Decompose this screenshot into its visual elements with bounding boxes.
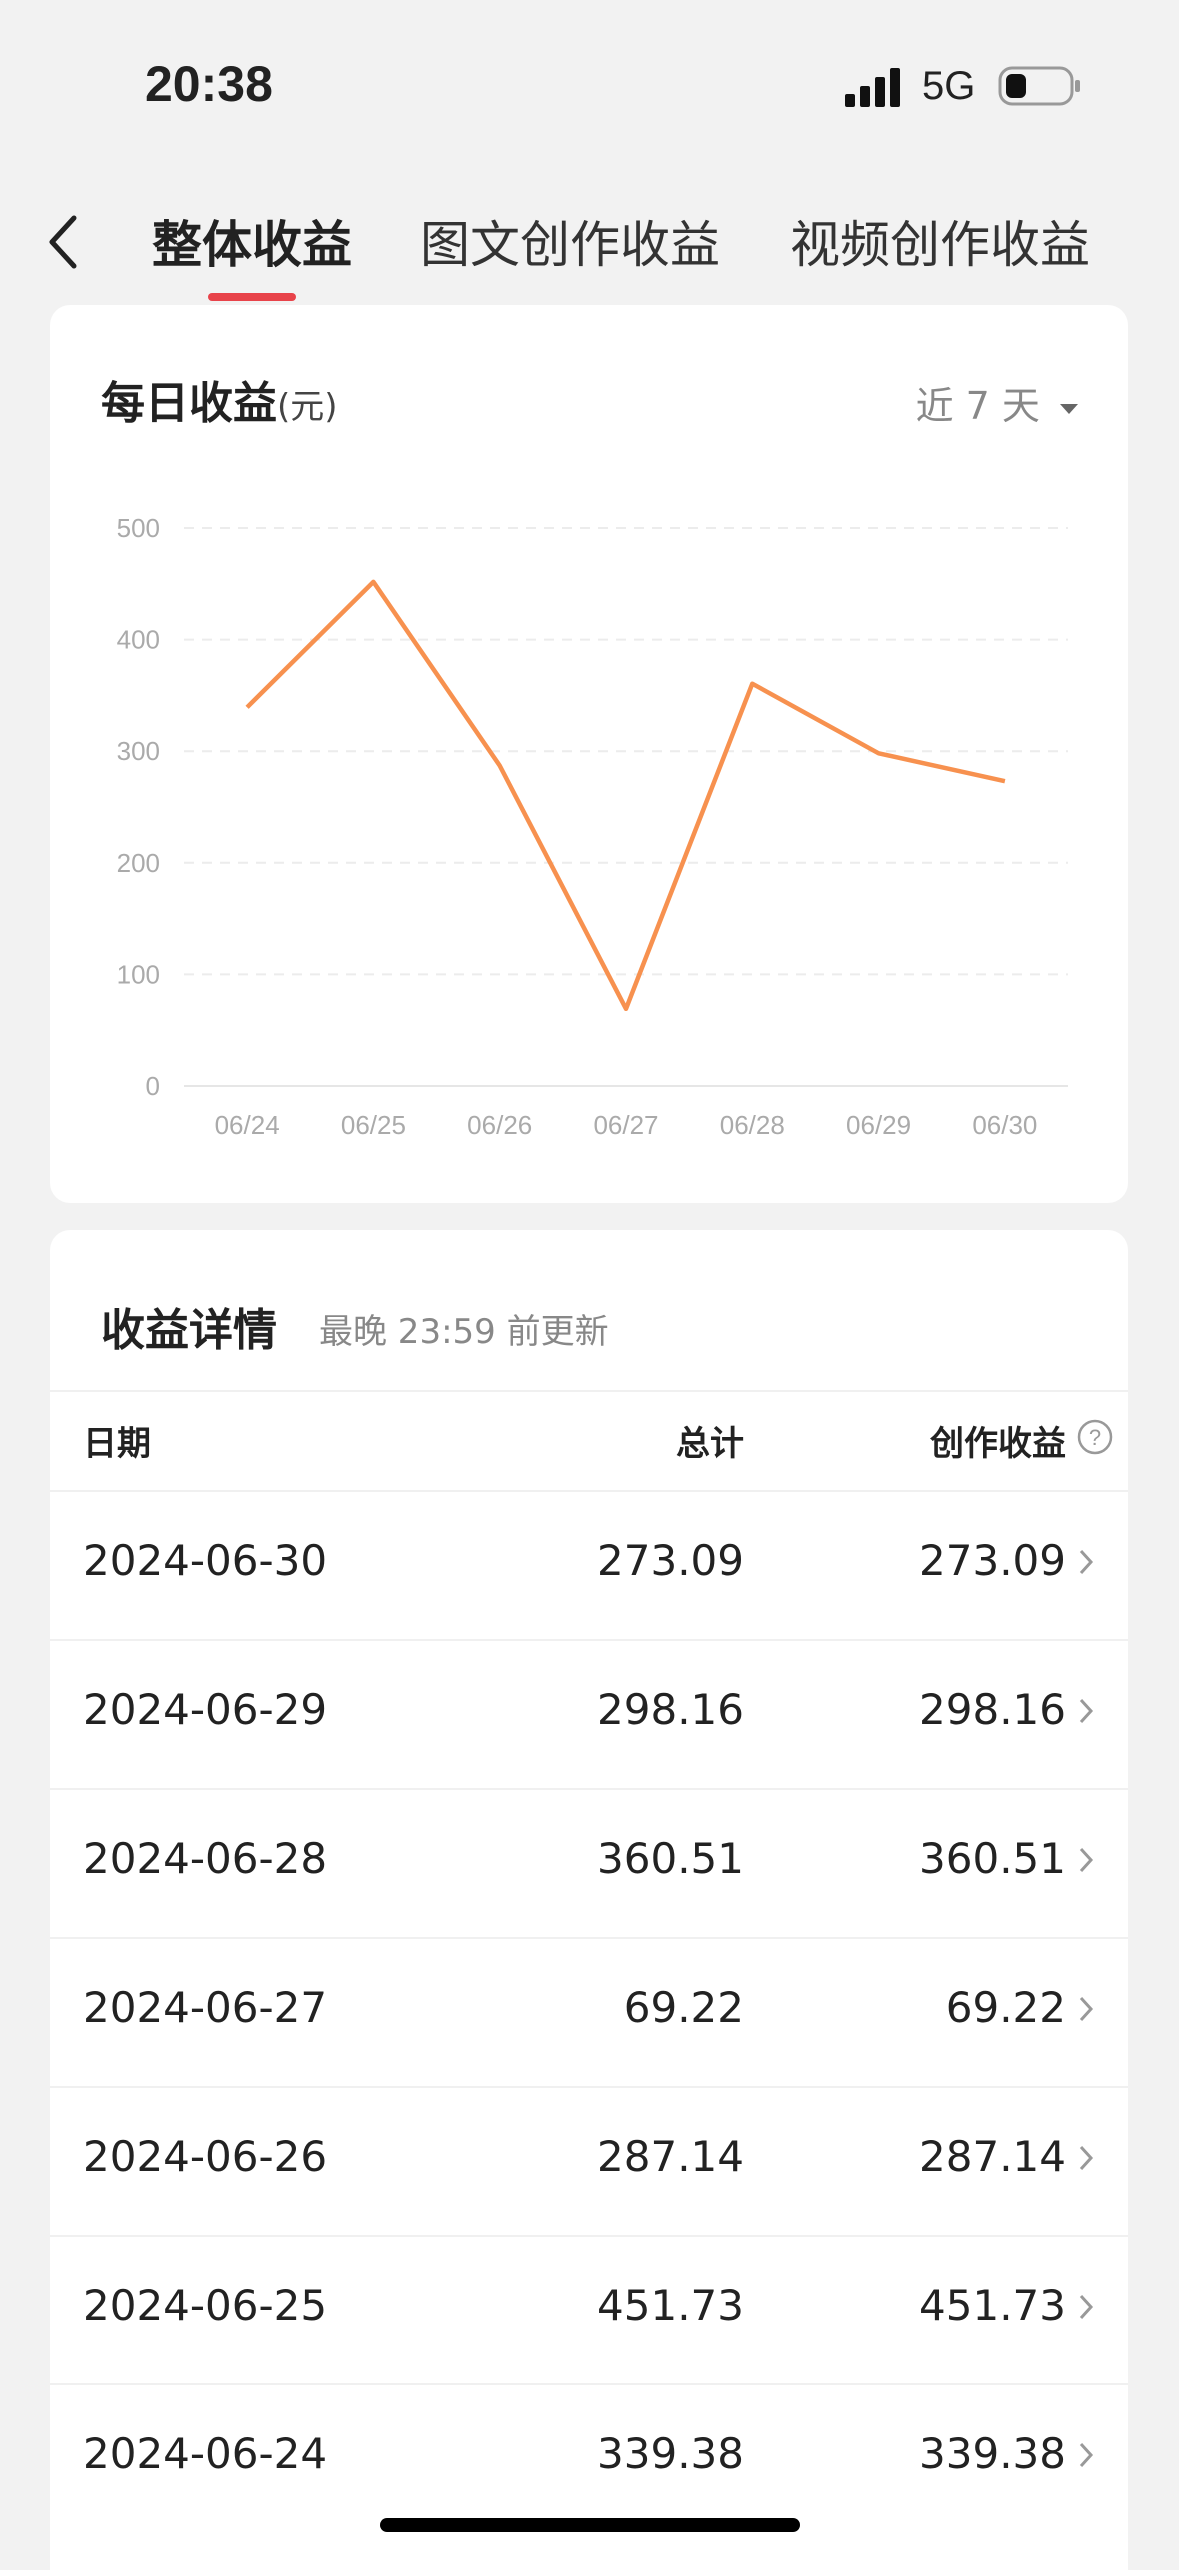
chart-title: 每日收益 [101, 378, 277, 429]
chart-heading: 每日收益(元) [101, 367, 338, 431]
row-chevron [1079, 1698, 1094, 1723]
column-header: 总计 [676, 1424, 744, 1464]
column-header: 创作收益 [930, 1424, 1066, 1464]
details-title: 收益详情 [101, 1305, 277, 1356]
row-creation[interactable]: 273.09 [919, 1536, 1066, 1585]
row-divider [50, 1936, 1128, 1939]
y-tick-label: 200 [117, 848, 160, 878]
tab[interactable]: 整体收益 [152, 216, 352, 274]
chevron [1079, 1698, 1094, 1723]
column-header: 日期 [83, 1424, 151, 1464]
x-tick-label: 06/28 [720, 1110, 785, 1140]
tab-indicator [208, 293, 296, 301]
row-creation[interactable]: 360.51 [919, 1833, 1066, 1883]
data-line [245, 579, 1006, 1012]
row-divider [50, 1490, 1128, 1492]
x-tick-label: 06/29 [846, 1110, 911, 1140]
row-divider [50, 2234, 1128, 2237]
row-creation[interactable]: 451.73 [919, 2280, 1066, 2330]
row-creation[interactable]: 287.14 [919, 2131, 1066, 2181]
row-date: 2024-06-30 [83, 1536, 328, 1585]
chart-card: 每日收益(元) 近 7 天 [50, 305, 1128, 1203]
svg-text:?: ? [1089, 1425, 1101, 1450]
network-label: 5G [922, 64, 976, 108]
x-tick-label: 06/24 [215, 1110, 280, 1140]
chevron [1079, 1996, 1094, 2021]
range-selector[interactable]: 近 7 天 [916, 375, 1080, 430]
y-tick-label: 400 [117, 625, 160, 655]
row-total: 339.38 [597, 2429, 744, 2479]
tab[interactable]: 图文创作收益 [420, 216, 720, 274]
row-total: 451.73 [597, 2280, 744, 2330]
row-divider [50, 2383, 1128, 2386]
home-indicator [380, 2518, 800, 2532]
chart: 0 100 200 300 400 500 06/24 06/25 06/26 06/27 06/2… [117, 513, 1068, 1140]
status-time: 20:38 [145, 56, 273, 112]
row-total: 69.22 [623, 1982, 744, 2032]
row-date: 2024-06-24 [83, 2429, 328, 2479]
row-date: 2024-06-26 [83, 2131, 328, 2181]
divider [50, 1390, 1128, 1392]
dropdown-arrow [1060, 403, 1078, 414]
x-tick-label: 06/27 [593, 1110, 658, 1140]
row-chevron [1079, 1996, 1094, 2021]
chevron [1079, 1549, 1094, 1575]
chevron [1079, 2443, 1094, 2468]
signal-icon [845, 68, 900, 107]
row-creation[interactable]: 339.38 [919, 2429, 1066, 2479]
back-button[interactable] [44, 212, 84, 272]
row-chevron [1079, 1847, 1094, 1872]
row-date: 2024-06-28 [83, 1833, 328, 1883]
row-total: 273.09 [597, 1536, 744, 1585]
row-chevron [1079, 2294, 1094, 2319]
row-date: 2024-06-27 [83, 1982, 328, 2032]
row-divider [50, 1787, 1128, 1790]
battery-icon [998, 66, 1080, 106]
tab[interactable]: 视频创作收益 [790, 216, 1090, 274]
range-label: 近 7 天 [915, 384, 1040, 428]
x-tick-label: 06/30 [972, 1110, 1037, 1140]
row-chevron [1079, 2145, 1094, 2170]
y-tick-label: 100 [117, 959, 160, 989]
row-total: 298.16 [597, 1684, 744, 1734]
row-creation[interactable]: 69.22 [945, 1982, 1066, 2032]
row-divider [50, 2085, 1128, 2088]
row-chevron [1079, 1549, 1094, 1575]
details-card: 收益详情 最晚 23:59 前更新 日期 总计 创作收益 ? 2024-06-3… [50, 1230, 1128, 2570]
y-tick-label: 500 [117, 513, 160, 543]
y-tick-label: 300 [117, 736, 160, 766]
row-total: 360.51 [597, 1833, 744, 1883]
row-total: 287.14 [597, 2131, 744, 2181]
help-icon[interactable]: ? [1076, 1418, 1114, 1456]
chevron [1079, 2294, 1094, 2319]
x-tick-label: 06/25 [341, 1110, 406, 1140]
row-date: 2024-06-29 [83, 1684, 328, 1734]
row-creation[interactable]: 298.16 [919, 1684, 1066, 1734]
chevron [1079, 1847, 1094, 1872]
details-subtitle: 最晚 23:59 前更新 [319, 1312, 609, 1352]
chevron [1079, 2145, 1094, 2170]
row-chevron [1079, 2443, 1094, 2468]
x-tick-label: 06/26 [467, 1110, 532, 1140]
chart-unit: (元) [277, 387, 338, 427]
y-tick-label: 0 [146, 1071, 160, 1101]
row-divider [50, 1638, 1128, 1641]
row-date: 2024-06-25 [83, 2280, 328, 2330]
